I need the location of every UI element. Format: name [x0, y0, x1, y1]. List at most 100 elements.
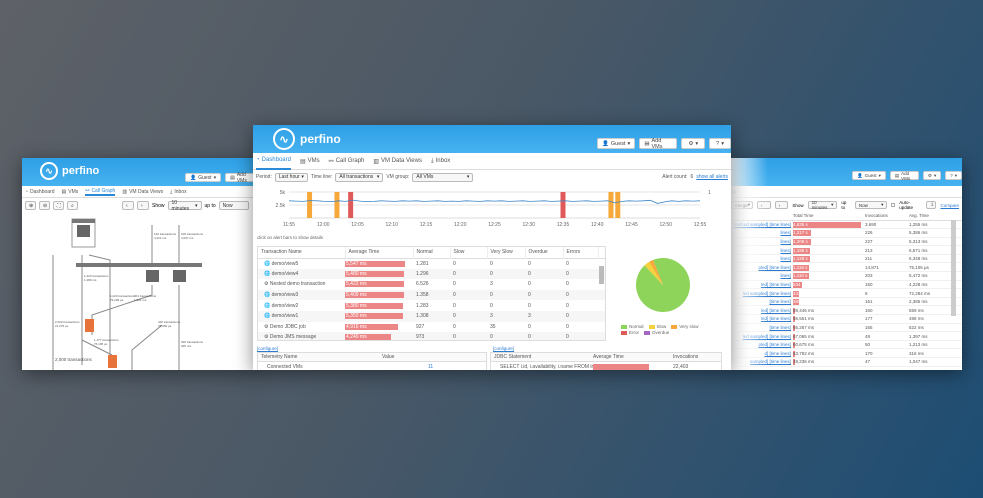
scrollbar[interactable]: [951, 220, 956, 316]
table-row[interactable]: 🌐 demo/view1 5,350 ms 1.308 0 3 3 0: [258, 310, 605, 322]
hotspot-link[interactable]: sampled] [time lines]: [749, 359, 791, 365]
legend-item[interactable]: Slow: [648, 324, 666, 329]
vm-group-select[interactable]: All VMs ▾: [412, 172, 474, 182]
alert-bar-slow[interactable]: [608, 192, 614, 218]
column-header[interactable]: Transaction Name: [258, 247, 346, 258]
table-row[interactable]: sampled] [time lines] 49,236 ms 47 1,047…: [728, 358, 962, 367]
table-row[interactable]: lines] 1,128 s 211 5,348 ms: [728, 254, 962, 263]
column-header-total-time[interactable]: Total Time: [793, 213, 814, 219]
column-header[interactable]: Overdue: [525, 247, 564, 258]
hotspot-link[interactable]: lines]: [780, 273, 791, 279]
auto-update-checkbox[interactable]: [891, 203, 896, 207]
export-button[interactable]: ⇩: [926, 201, 937, 209]
guest-button[interactable]: 👤 Guest ▾: [597, 138, 636, 149]
alert-bar-slow[interactable]: [307, 192, 313, 218]
configure-jdbc-link[interactable]: [configure]: [493, 346, 515, 351]
up-to-select[interactable]: Now: [218, 201, 249, 210]
column-header[interactable]: Errors: [563, 247, 599, 258]
hotspot-link[interactable]: pled] [time lines]: [758, 264, 791, 270]
configure-telemetry-link[interactable]: [configure]: [257, 346, 279, 351]
tab-call-graph[interactable]: ⚯ Call Graph: [329, 158, 365, 165]
tab-dashboard[interactable]: ◔ Dashboard: [25, 189, 55, 195]
tab-vms[interactable]: ▤ VMs: [62, 189, 79, 195]
table-row[interactable]: lines] 1,208 s 227 5,313 ms: [728, 237, 962, 246]
column-header[interactable]: JDBC Statement: [494, 354, 532, 360]
column-header[interactable]: Average Time: [593, 354, 624, 360]
scrollbar[interactable]: [599, 266, 604, 284]
period-select[interactable]: Last hour ▾: [274, 172, 308, 182]
table-row[interactable]: lines] 1,217 s 226 5,386 ms: [728, 229, 962, 238]
next-button[interactable]: ›: [137, 201, 149, 210]
column-header-invocations[interactable]: Invocations: [865, 213, 888, 219]
settings-button[interactable]: ⚙ ▾: [681, 138, 706, 149]
add-vms-button[interactable]: ▤ Add VMs: [639, 138, 678, 150]
pie-slice-slow[interactable]: [644, 261, 663, 285]
period-select[interactable]: 10 minutes ▾: [167, 200, 202, 212]
table-row[interactable]: ⚙ Demo JMS message 4,240 ms 973 0 0 0 0: [258, 332, 605, 340]
alert-bar-error[interactable]: [560, 192, 566, 218]
table-row[interactable]: 🌐 demo/view3 5,409 ms 1.358 0 0 0 0: [258, 289, 605, 301]
guest-button[interactable]: 👤 Guest ▾: [185, 173, 222, 182]
table-row[interactable]: 🌐 demo/view4 5,480 ms 1.296 0 0 0 0: [258, 268, 605, 280]
tab-inbox[interactable]: ⤓ Inbox: [431, 158, 450, 165]
table-row[interactable]: ⚙ Demo JDBC job 4,916 ms 927 0 35 0 0: [258, 321, 605, 333]
tab-inbox[interactable]: ⤓ Inbox: [170, 189, 186, 195]
hotspot-link[interactable]: [time lines]: [769, 324, 791, 330]
table-row[interactable]: 🌐 demo/view2 5,380 ms 1.283 0 0 0 0: [258, 300, 605, 311]
table-row[interactable]: d] [time lines] 53,792 ms 170 316 ms: [728, 349, 962, 358]
table-row[interactable]: pled] [time lines] 1,118 s 14,871 75,105…: [728, 263, 962, 272]
call-graph-canvas[interactable]: 1,220 transactions 1,280 ms 140 transact…: [22, 215, 258, 370]
column-header[interactable]: Telemetry Name: [261, 354, 298, 360]
table-row[interactable]: ⚙ Nested demo transaction 5,422 ms 6.526 0…: [258, 279, 605, 290]
fit-button[interactable]: ⛶: [53, 201, 64, 210]
zoom-in-button[interactable]: ⊕: [25, 201, 36, 210]
show-all-alerts-link[interactable]: show all alerts: [696, 174, 728, 180]
hotspot-link[interactable]: led] [time lines]: [760, 316, 791, 322]
hotspot-link[interactable]: led] [time lines]: [760, 307, 791, 313]
transaction-timeline-chart[interactable]: 5k 2.5k 1 11:55 12:00 12:05 12:10 12:15 12:20 12:…: [253, 185, 731, 227]
hotspot-link[interactable]: lines]: [780, 256, 791, 262]
table-row[interactable]: lines] 1,186 s 213 5,571 ms: [728, 246, 962, 255]
hot-node[interactable]: [108, 355, 117, 368]
table-row[interactable]: 🌐 demo/view5 5,547 ms 1.281 0 0 0 0: [258, 258, 605, 269]
add-vms-button[interactable]: ▤ Add VMs: [889, 171, 919, 181]
compare-link[interactable]: Compare: [940, 202, 959, 208]
table-row[interactable]: [time lines] 385 s 161 2,385 ms: [728, 297, 962, 306]
table-row[interactable]: led] [time lines] 86,551 ms 177 488 ms: [728, 315, 962, 324]
column-header-avg-time[interactable]: Avg. Time: [909, 213, 929, 219]
column-header[interactable]: Normal: [413, 247, 451, 258]
tab-vms[interactable]: ▤ VMs: [300, 158, 320, 165]
column-header[interactable]: Invocations: [673, 354, 699, 360]
hotspot-link[interactable]: [time lines]: [769, 299, 791, 305]
column-header[interactable]: Very Slow: [487, 247, 526, 258]
table-row[interactable]: lines] 1,110 s 203 5,472 ms: [728, 272, 962, 281]
guest-button[interactable]: 👤 Guest ▾: [852, 171, 886, 180]
legend-item[interactable]: Overdue: [644, 330, 669, 335]
column-header[interactable]: Value: [382, 354, 395, 360]
hotspot-link[interactable]: lines]: [780, 230, 791, 236]
tab-call-graph[interactable]: ⚯ Call Graph: [85, 188, 116, 196]
zoom-out-button[interactable]: ⊖: [39, 201, 50, 210]
column-header[interactable]: Slow: [450, 247, 488, 258]
column-header[interactable]: Average Time: [345, 247, 414, 258]
up-to-select[interactable]: Now ▾: [854, 201, 888, 209]
hotspot-link[interactable]: pled] [time lines]: [758, 342, 791, 348]
alert-bar-slow[interactable]: [334, 192, 340, 218]
search-button[interactable]: ⌕: [67, 201, 78, 210]
hotspot-link[interactable]: lines]: [780, 247, 791, 253]
hot-node[interactable]: [85, 319, 94, 332]
settings-button[interactable]: ⚙ ▾: [922, 171, 942, 180]
pie-slice-very-slow[interactable]: [649, 259, 663, 285]
hotspot-link[interactable]: led] [time lines]: [760, 281, 791, 287]
hotspot-link[interactable]: lines]: [780, 238, 791, 244]
legend-item[interactable]: Very slow: [671, 324, 699, 329]
help-button[interactable]: ? ▾: [945, 171, 962, 180]
next-button[interactable]: ›: [774, 201, 789, 209]
table-row[interactable]: led] [time lines] 634 s 150 4,228 ms: [728, 280, 962, 289]
table-row[interactable]: pled] [time lines] 60,675 ms 50 1,213 ms: [728, 340, 962, 349]
previous-button[interactable]: ‹: [122, 201, 134, 210]
alert-bar-error[interactable]: [348, 192, 354, 218]
tab-dashboard[interactable]: ◔ Dashboard: [256, 153, 291, 170]
tab-vm-data-views[interactable]: ▥ VM Data Views: [373, 158, 422, 165]
service-node[interactable]: [173, 270, 186, 282]
